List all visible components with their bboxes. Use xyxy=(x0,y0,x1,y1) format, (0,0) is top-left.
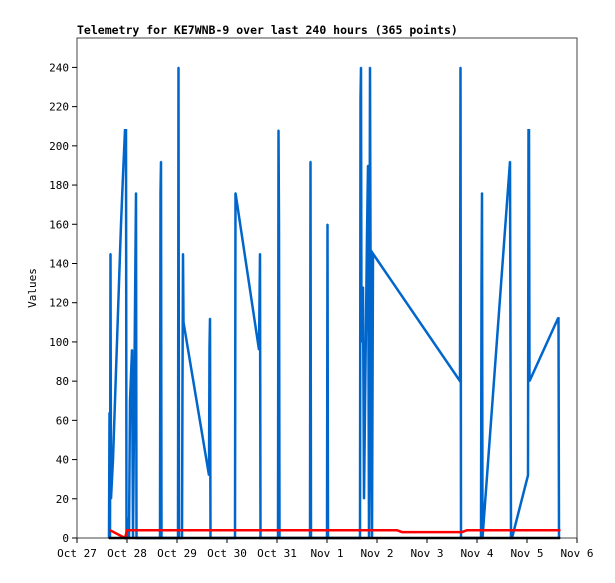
series-blue-point xyxy=(108,411,111,414)
series-blue-point xyxy=(372,252,374,255)
series-red-line xyxy=(109,528,560,540)
series-blue-point xyxy=(120,223,122,226)
series-blue-point xyxy=(208,347,211,349)
series-blue-point xyxy=(359,97,362,100)
series-blue-point xyxy=(367,164,369,167)
series-blue-point xyxy=(129,399,131,402)
series-red-point xyxy=(466,529,468,531)
series-blue-point xyxy=(509,160,511,163)
y-tick-label: 100 xyxy=(49,336,69,349)
series-blue-point xyxy=(182,252,184,255)
y-tick-label: 160 xyxy=(49,218,69,231)
series-red-point xyxy=(126,529,128,531)
series-blue-point xyxy=(234,192,237,194)
series-blue-point xyxy=(509,348,512,351)
series-red-point xyxy=(396,529,398,531)
series-blue-point xyxy=(363,497,365,500)
series-blue-point xyxy=(159,192,162,194)
series-blue-point xyxy=(122,174,124,177)
x-tick-label: Nov 1 xyxy=(310,547,343,560)
y-tick-label: 0 xyxy=(62,532,69,545)
series-blue-point xyxy=(125,129,127,131)
series-blue-point xyxy=(109,252,112,255)
x-tick-label: Oct 28 xyxy=(107,547,147,560)
series-black-point xyxy=(108,537,110,539)
series-blue-point xyxy=(127,517,129,520)
y-tick-label: 80 xyxy=(56,375,69,388)
series-blue-point xyxy=(459,380,461,382)
series-blue-point xyxy=(528,380,531,382)
series-black-point xyxy=(559,537,561,539)
series-red-point xyxy=(559,529,561,531)
series-blue-point xyxy=(277,129,280,131)
x-tick-label: Nov 2 xyxy=(360,547,393,560)
series-blue-point xyxy=(209,317,211,320)
chart-title: Telemetry for KE7WNB-9 over last 240 hou… xyxy=(77,23,458,37)
series-blue-point xyxy=(116,341,118,343)
series-blue-point xyxy=(370,411,372,414)
series-blue-point xyxy=(135,192,137,194)
series-blue-point xyxy=(481,192,483,194)
series-blue-point xyxy=(259,252,261,255)
series-blue-point xyxy=(118,282,120,284)
series-blue-point xyxy=(366,233,368,235)
x-tick-label: Nov 4 xyxy=(460,547,493,560)
series-blue-point xyxy=(181,380,184,382)
x-tick-label: Nov 6 xyxy=(560,547,593,560)
series-blue-point xyxy=(369,66,371,69)
series-blue-point xyxy=(480,286,483,288)
series-blue-point xyxy=(278,223,280,226)
series-blue-point xyxy=(160,160,162,163)
series-blue-point xyxy=(309,160,312,163)
series-blue-point xyxy=(326,223,329,226)
x-tick-label: Oct 29 xyxy=(157,547,197,560)
x-tick-label: Oct 27 xyxy=(57,547,97,560)
series-red-point xyxy=(109,529,111,531)
y-tick-label: 40 xyxy=(56,454,69,467)
series-blue-point xyxy=(177,66,180,69)
y-tick-label: 180 xyxy=(49,179,69,192)
y-tick-label: 140 xyxy=(49,257,69,270)
series-blue-point xyxy=(114,399,116,402)
series-blue-point xyxy=(182,321,185,324)
series-blue-point xyxy=(208,474,210,477)
series-blue-point xyxy=(459,66,462,69)
series-blue-point xyxy=(360,66,362,69)
y-tick-label: 60 xyxy=(56,414,69,427)
y-axis-label: Values xyxy=(26,268,39,308)
series-blue-point xyxy=(110,497,112,500)
series-red-point xyxy=(401,531,403,533)
series-blue-point xyxy=(131,348,133,351)
y-tick-label: 220 xyxy=(49,101,69,114)
y-tick-label: 120 xyxy=(49,297,69,310)
series-blue-point xyxy=(362,286,364,288)
y-tick-label: 200 xyxy=(49,140,69,153)
series-blue-point xyxy=(527,474,529,477)
series-blue-point xyxy=(528,129,530,131)
series-red-point xyxy=(461,531,463,533)
series-blue-line xyxy=(107,67,561,540)
y-tick-label: 20 xyxy=(56,493,69,506)
series-blue-point xyxy=(112,458,114,461)
x-tick-label: Oct 31 xyxy=(257,547,297,560)
x-tick-label: Oct 30 xyxy=(207,547,247,560)
y-tick-label: 240 xyxy=(49,61,69,74)
x-tick-label: Nov 5 xyxy=(510,547,543,560)
series-blue-point xyxy=(557,317,560,320)
series-blue-point xyxy=(360,341,363,343)
series-blue-point xyxy=(258,348,260,351)
x-tick-label: Nov 3 xyxy=(410,547,443,560)
